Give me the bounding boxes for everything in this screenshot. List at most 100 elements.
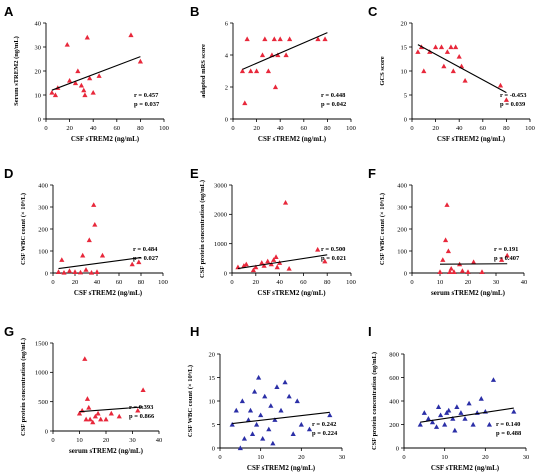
r-value: r = -0.453 — [500, 92, 527, 99]
regression-line — [237, 254, 328, 270]
data-point — [448, 44, 454, 50]
r-value: r = 0.140 — [496, 421, 520, 428]
data-point — [83, 416, 89, 422]
data-point — [435, 404, 442, 409]
data-point — [274, 264, 280, 270]
x-tick-label: 60 — [301, 125, 308, 132]
data-point — [137, 58, 143, 64]
y-tick-label: 0 — [404, 270, 407, 277]
panel-letter: E — [190, 166, 199, 181]
p-value: p = 0.027 — [133, 255, 159, 262]
data-point — [251, 389, 258, 394]
data-point — [452, 427, 458, 433]
x-tick-label: 0 — [402, 454, 405, 461]
data-point — [438, 44, 445, 50]
r-value: r = 0.484 — [133, 246, 158, 253]
x-axis-title: serum sTREM2 (ng/mL) — [431, 289, 506, 297]
r-value: r = 0.242 — [312, 421, 336, 428]
x-axis-title: CSF sTREM2 (ng/mL) — [431, 464, 500, 472]
regression-line — [420, 407, 514, 423]
y-tick-label: 200 — [389, 422, 399, 429]
data-point — [55, 269, 62, 274]
data-point — [262, 36, 268, 42]
x-tick-label: 0 — [51, 279, 54, 286]
data-point — [327, 412, 333, 418]
panel-f: F 0 100 200 300 400 0 10 20 30 40 serum sTREM2 (ng/… — [368, 166, 527, 297]
data-point — [294, 398, 300, 404]
data-point — [504, 252, 510, 258]
data-point — [136, 259, 142, 265]
data-point — [72, 80, 79, 86]
data-point — [486, 421, 492, 427]
p-value: p = 0.866 — [129, 413, 155, 420]
data-point — [490, 377, 497, 382]
x-tick-label: 0 — [410, 279, 413, 286]
data-point — [511, 408, 517, 414]
y-axis-title: CSF protein concentration (ng/mL) — [20, 338, 27, 436]
x-tick-label: 20 — [432, 125, 439, 132]
x-tick-label: 80 — [137, 125, 144, 132]
y-tick-label: 3000 — [214, 182, 227, 189]
data-point — [66, 268, 73, 273]
data-point — [92, 413, 98, 419]
y-tick-label: 0 — [396, 445, 399, 452]
data-point — [450, 416, 456, 421]
regression-line — [417, 44, 507, 94]
data-point — [261, 263, 267, 268]
data-point — [445, 248, 451, 254]
data-point — [67, 78, 73, 83]
data-point — [81, 87, 87, 93]
y-axis-title: CSF protein concentration (ng/mL) — [371, 352, 378, 450]
data-point — [128, 32, 134, 38]
x-axis-title: CSF sTREM2 (ng/mL) — [247, 464, 316, 472]
y-tick-label: 1500 — [35, 340, 48, 347]
x-axis-title: CSF sTREM2 (ng/mL) — [74, 289, 143, 297]
x-tick-label: 60 — [480, 125, 487, 132]
y-axis-title: CSF WBC count (× 10⁶/L) — [379, 193, 386, 265]
data-point — [98, 416, 104, 422]
y-tick-label: 20 — [401, 20, 408, 27]
data-point — [258, 412, 264, 418]
x-tick-label: 0 — [44, 125, 47, 132]
data-point — [322, 36, 328, 42]
p-value: p = 0.021 — [321, 255, 346, 262]
data-point — [87, 416, 93, 422]
p-value: p = 0.488 — [496, 430, 522, 437]
x-tick-label: 20 — [482, 454, 489, 461]
data-point — [86, 404, 92, 410]
panel-letter: F — [368, 166, 376, 181]
y-tick-label: 0 — [404, 116, 407, 123]
data-point — [277, 36, 283, 42]
data-point — [249, 431, 256, 436]
data-point — [415, 49, 421, 54]
regression-line — [232, 411, 330, 425]
data-point — [273, 254, 279, 259]
data-point — [260, 436, 266, 441]
data-point — [438, 412, 444, 418]
panel-letter: H — [190, 324, 199, 339]
y-tick-label: 0 — [45, 428, 48, 435]
x-tick-label: 80 — [324, 125, 331, 132]
data-point — [241, 436, 247, 441]
data-point — [250, 267, 257, 273]
x-tick-label: 80 — [324, 279, 331, 286]
x-tick-label: 100 — [159, 125, 169, 132]
data-point — [237, 445, 243, 451]
data-point — [456, 54, 462, 59]
r-value: r = 0.191 — [494, 246, 518, 253]
y-tick-label: 1000 — [214, 241, 227, 248]
x-tick-label: 0 — [410, 125, 413, 132]
y-axis-title: CSF WBC count (× 10⁶/L) — [20, 193, 27, 265]
p-value: p = 0.224 — [312, 430, 338, 437]
y-tick-label: 0 — [45, 270, 48, 277]
x-tick-label: 10 — [76, 437, 83, 444]
data-point — [94, 269, 100, 274]
data-point — [322, 258, 328, 264]
data-point — [88, 269, 95, 275]
p-value: p = 0.039 — [500, 101, 526, 108]
data-point — [78, 82, 84, 88]
regression-line — [58, 257, 142, 270]
y-tick-label: 400 — [38, 182, 48, 189]
y-tick-label: 200 — [38, 226, 48, 233]
r-value: r = 0.500 — [321, 246, 345, 253]
